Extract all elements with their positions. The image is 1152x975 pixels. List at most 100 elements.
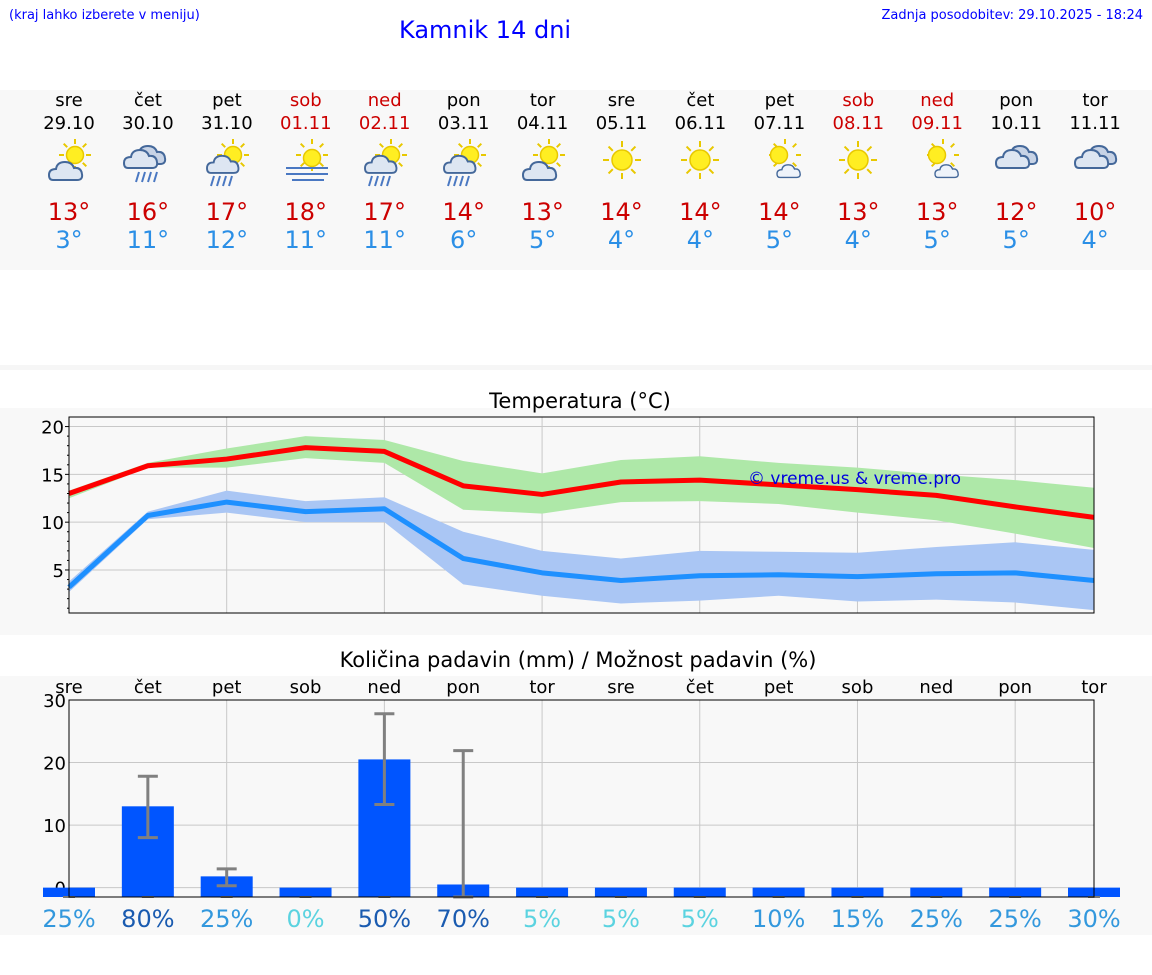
day-date: 02.11 [358, 113, 411, 134]
max-range-band [69, 436, 1094, 548]
precipitation-probability: 15% [831, 905, 884, 933]
plot-area [69, 700, 1094, 897]
day-name: sre [55, 90, 83, 111]
cloud-icon [1055, 138, 1135, 194]
day-date: 31.10 [201, 113, 253, 134]
day-date: 29.10 [43, 113, 95, 134]
sun-cloud-icon [503, 138, 583, 194]
daily-forecast-band [0, 90, 1152, 270]
sun-shape [839, 141, 878, 179]
x-category-label: sre [607, 677, 634, 698]
x-category-label: tor [1081, 677, 1107, 698]
chart-title: Temperatura (°C) [488, 389, 671, 413]
y-tick-label: 10 [41, 513, 64, 534]
day-date: 04.11 [516, 113, 569, 134]
temp-max: 12° [994, 198, 1038, 226]
day-date: 10.11 [990, 113, 1042, 134]
precipitation-probability: 5% [681, 905, 719, 933]
x-category-label: pet [764, 677, 794, 698]
sun-cloud-rain-icon [424, 138, 504, 194]
location-note: (kraj lahko izberete v meniju) [9, 8, 200, 23]
precipitation-bar [752, 887, 805, 897]
day-name: pon [446, 90, 481, 111]
x-category-label: pon [998, 677, 1032, 698]
x-category-label: ned [367, 677, 401, 698]
day-name: pet [764, 90, 795, 111]
temp-max: 13° [47, 198, 91, 226]
temp-max: 13° [521, 198, 564, 226]
sun-small-cloud-icon [739, 138, 819, 194]
day-date: 05.11 [595, 113, 648, 134]
temp-max: 14° [758, 198, 801, 226]
precipitation-probability: 5% [602, 905, 640, 933]
sun-cloud-rain-icon [345, 138, 425, 194]
min-range-band [69, 490, 1094, 611]
divider [0, 365, 1152, 370]
day-name: sob [289, 90, 322, 111]
precipitation-bar [989, 887, 1042, 897]
temp-min: 3° [55, 226, 83, 254]
y-tick-label: 5 [53, 561, 64, 582]
temp-max: 14° [679, 198, 722, 226]
temp-min: 5° [1002, 226, 1030, 254]
x-category-label: sob [290, 677, 322, 698]
temp-min: 4° [844, 226, 872, 254]
temp-min: 4° [686, 226, 715, 254]
day-name: tor [1082, 90, 1108, 111]
sun-shape [681, 141, 720, 179]
temp-min: 12° [205, 226, 249, 254]
max-temperature-line [68, 445, 1095, 520]
last-updated: Zadnja posodobitev: 29.10.2025 - 18:24 [881, 8, 1143, 23]
precipitation-probability: 0% [286, 905, 324, 933]
x-category-label: čet [686, 677, 714, 698]
sun-small-cloud-icon [897, 138, 977, 194]
day-name: ned [367, 90, 402, 111]
temp-min: 5° [528, 226, 557, 254]
x-category-label: sob [842, 677, 874, 698]
sun-cloud-icon [29, 138, 109, 194]
temp-max: 18° [284, 198, 328, 226]
sun-cloud-rain-icon [187, 138, 267, 194]
temp-min: 5° [923, 226, 951, 254]
precipitation-probability: 5% [523, 905, 561, 933]
temp-max: 14° [442, 198, 485, 226]
min-temperature-line [67, 499, 1095, 590]
precipitation-bar [673, 887, 726, 897]
y-tick-label: 15 [41, 465, 64, 486]
temp-max: 10° [1073, 198, 1117, 226]
precipitation-chart: Količina padavin (mm) / Možnost padavin … [42, 648, 1120, 933]
temp-min: 11° [284, 226, 328, 254]
x-category-label: ned [919, 677, 953, 698]
temp-min: 11° [363, 226, 406, 254]
sun-icon [818, 138, 898, 194]
day-name: pet [212, 90, 242, 111]
precipitation-probability: 25% [200, 905, 253, 933]
day-name: sob [842, 90, 875, 111]
day-name: čet [686, 90, 715, 111]
x-category-label: sre [55, 677, 82, 698]
precipitation-bar [516, 887, 569, 897]
day-name: ned [920, 90, 955, 111]
day-date: 11.11 [1069, 113, 1121, 134]
x-category-label: čet [134, 677, 162, 698]
plot-frame [68, 416, 1095, 614]
temp-max: 13° [837, 198, 880, 226]
temp-min: 11° [126, 226, 170, 254]
temp-max: 16° [126, 198, 170, 226]
cloud-icon [976, 138, 1056, 194]
temp-max: 17° [363, 198, 406, 226]
day-date: 06.11 [674, 113, 727, 134]
day-date: 01.11 [280, 113, 332, 134]
y-tick-label: 30 [43, 691, 66, 712]
chart-title: Količina padavin (mm) / Možnost padavin … [340, 648, 817, 672]
sun-shape [602, 141, 641, 179]
temp-min: 4° [607, 226, 636, 254]
x-category-label: tor [529, 677, 555, 698]
sun-fog-icon [266, 138, 346, 194]
day-date: 09.11 [911, 113, 963, 134]
y-tick-label: 20 [43, 754, 66, 775]
temp-max: 17° [205, 198, 249, 226]
temp-max: 13° [915, 198, 959, 226]
x-category-label: pon [446, 677, 480, 698]
precipitation-probability: 80% [121, 905, 174, 933]
